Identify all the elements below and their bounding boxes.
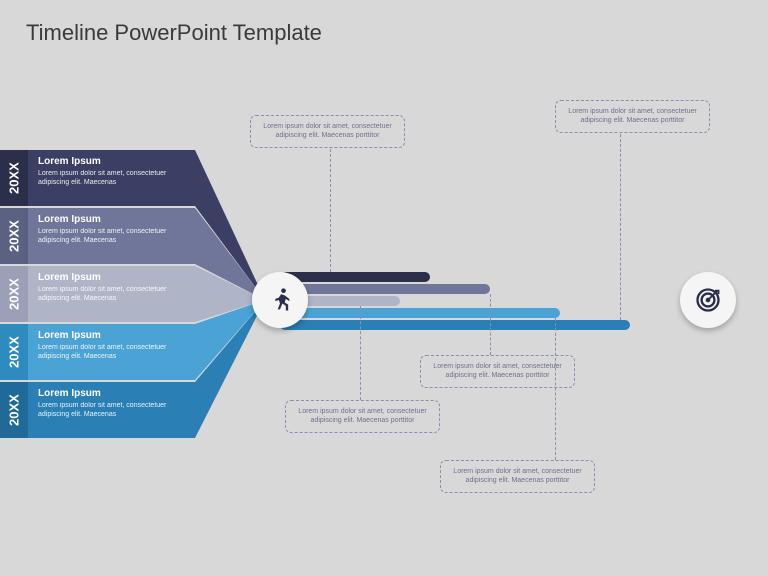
- year-block: 20XX Lorem Ipsum Lorem ipsum dolor sit a…: [0, 266, 195, 322]
- year-label: 20XX: [0, 266, 28, 322]
- year-body: Lorem ipsum dolor sit amet, consectetuer…: [38, 169, 185, 187]
- year-label: 20XX: [0, 150, 28, 206]
- year-body: Lorem ipsum dolor sit amet, consectetuer…: [38, 227, 185, 245]
- start-circle: [252, 272, 308, 328]
- target-icon: [694, 286, 722, 314]
- year-body: Lorem ipsum dolor sit amet, consectetuer…: [38, 285, 185, 303]
- year-label: 20XX: [0, 324, 28, 380]
- page-title: Timeline PowerPoint Template: [26, 20, 322, 46]
- year-content: Lorem Ipsum Lorem ipsum dolor sit amet, …: [28, 266, 195, 322]
- year-block: 20XX Lorem Ipsum Lorem ipsum dolor sit a…: [0, 150, 195, 206]
- year-block: 20XX Lorem Ipsum Lorem ipsum dolor sit a…: [0, 324, 195, 380]
- year-heading: Lorem Ipsum: [38, 330, 185, 341]
- callout-connector: [360, 306, 361, 400]
- callout-connector: [620, 134, 621, 320]
- callout-box: Lorem ipsum dolor sit amet, consectetuer…: [440, 460, 595, 493]
- timeline-bar: [280, 308, 560, 318]
- year-body: Lorem ipsum dolor sit amet, consectetuer…: [38, 401, 185, 419]
- callout-connector: [490, 294, 491, 355]
- year-body: Lorem ipsum dolor sit amet, consectetuer…: [38, 343, 185, 361]
- timeline-bar: [280, 320, 630, 330]
- year-content: Lorem Ipsum Lorem ipsum dolor sit amet, …: [28, 150, 195, 206]
- year-heading: Lorem Ipsum: [38, 214, 185, 225]
- year-content: Lorem Ipsum Lorem ipsum dolor sit amet, …: [28, 208, 195, 264]
- year-label: 20XX: [0, 382, 28, 438]
- year-block: 20XX Lorem Ipsum Lorem ipsum dolor sit a…: [0, 208, 195, 264]
- callout-box: Lorem ipsum dolor sit amet, consectetuer…: [285, 400, 440, 433]
- timeline-bar: [280, 284, 490, 294]
- runner-icon: [266, 286, 294, 314]
- timeline-bar: [280, 272, 430, 282]
- end-circle: [680, 272, 736, 328]
- year-label: 20XX: [0, 208, 28, 264]
- year-content: Lorem Ipsum Lorem ipsum dolor sit amet, …: [28, 382, 195, 438]
- year-content: Lorem Ipsum Lorem ipsum dolor sit amet, …: [28, 324, 195, 380]
- year-heading: Lorem Ipsum: [38, 156, 185, 167]
- callout-box: Lorem ipsum dolor sit amet, consectetuer…: [250, 115, 405, 148]
- callout-connector: [555, 318, 556, 460]
- callout-connector: [330, 149, 331, 272]
- year-block: 20XX Lorem Ipsum Lorem ipsum dolor sit a…: [0, 382, 195, 438]
- callout-box: Lorem ipsum dolor sit amet, consectetuer…: [420, 355, 575, 388]
- year-heading: Lorem Ipsum: [38, 272, 185, 283]
- year-heading: Lorem Ipsum: [38, 388, 185, 399]
- callout-box: Lorem ipsum dolor sit amet, consectetuer…: [555, 100, 710, 133]
